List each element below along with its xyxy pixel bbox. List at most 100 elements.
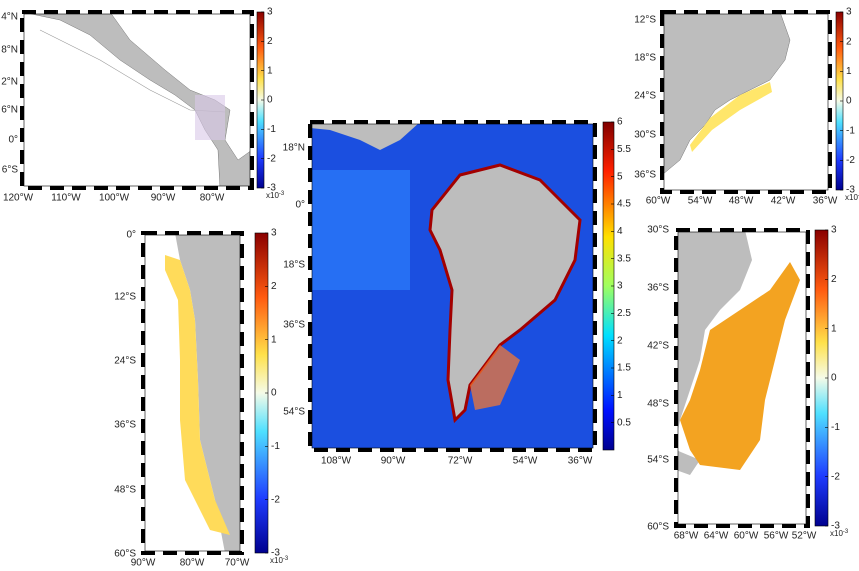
lat-label: 0°	[295, 200, 305, 211]
frame-dashed	[674, 228, 810, 528]
frame-dashed	[308, 120, 597, 452]
lat-label: 48°S	[114, 485, 136, 496]
colorbar-tick-label: 2	[267, 36, 273, 47]
lat-label: 36°S	[283, 320, 305, 331]
lat-label: 0°	[8, 135, 18, 146]
lon-label: 90°W	[151, 193, 176, 204]
colorbar-tick-label: 2.5	[617, 308, 631, 319]
land	[310, 122, 420, 150]
lon-label: 110°W	[51, 193, 81, 204]
frame-dashed	[20, 10, 254, 190]
colorbar-tick-label: 1	[831, 323, 837, 334]
colorbar-tick-label: 0	[831, 373, 837, 384]
frame-dashed	[141, 231, 244, 555]
lat-label: 12°S	[634, 15, 656, 26]
lat-label: 18°S	[634, 53, 656, 64]
lon-label: 68°W	[674, 531, 699, 542]
exponent-power: -3	[283, 556, 289, 562]
colorbar-tick-label: 2	[271, 281, 277, 292]
colorbar-tick-label: 2	[617, 335, 623, 346]
colorbar-tick-label: -2	[846, 155, 855, 166]
land	[676, 230, 752, 475]
lat-label: 24°S	[114, 356, 136, 367]
lon-label: 52°W	[792, 531, 817, 542]
lon-label: 36°W	[568, 456, 593, 467]
exponent-base: x10	[830, 529, 843, 538]
frame-inner	[663, 13, 829, 191]
lon-label: 36°W	[813, 196, 838, 207]
exponent-base: x10	[266, 191, 279, 200]
lon-label: 90°W	[131, 558, 156, 569]
lon-label: 64°W	[704, 531, 729, 542]
colorbar-tick-label: -2	[831, 471, 840, 482]
frame-inner	[677, 231, 807, 525]
lon-label: 108°W	[321, 456, 352, 467]
colorbar-tick-label: -3	[831, 521, 840, 532]
colorbar-tick-label: 5	[617, 171, 623, 182]
colorbar-tick-label: -2	[271, 494, 280, 505]
lat-label: 30°S	[647, 225, 669, 236]
colorbar-tick-label: 3	[267, 7, 273, 18]
colorbar-tick-label: 3	[271, 228, 277, 239]
exponent-power: -3	[843, 529, 849, 535]
lat-label: 18°S	[283, 260, 305, 271]
lat-label: 8°N	[1, 45, 18, 56]
data-area	[680, 262, 800, 470]
land	[661, 11, 791, 176]
lat-label: 30°S	[634, 130, 656, 141]
lon-label: 70°W	[225, 558, 250, 569]
frame-inner	[144, 234, 241, 552]
lon-label: 42°W	[771, 196, 796, 207]
lat-label: 48°S	[647, 399, 669, 410]
colorbar-tick-label: -3	[267, 183, 276, 194]
lat-label: 12°S	[114, 292, 136, 303]
colorbar-tick-label: 0	[271, 388, 277, 399]
lat-label: 18°N	[283, 143, 305, 154]
colorbar-tick-label: -1	[267, 124, 276, 135]
colorbar-exponent: x10-3	[830, 529, 849, 539]
colorbar-tick-label: 4.5	[617, 199, 631, 210]
colorbar-exponent: x10-3	[266, 191, 285, 201]
colorbar-tick-label: 2	[846, 36, 852, 47]
colorbar-tick-label: -3	[846, 185, 855, 196]
colorbar-tick-label: 6	[617, 117, 623, 128]
lon-label: 72°W	[448, 456, 473, 467]
lat-label: 60°S	[114, 549, 136, 560]
colorbar-tick-label: -2	[267, 153, 276, 164]
lon-label: 80°W	[180, 558, 205, 569]
lat-label: 24°S	[634, 91, 656, 102]
exponent-base: x10	[270, 556, 283, 565]
lat-label: 60°S	[647, 522, 669, 533]
colorbar-tick-label: 0.5	[617, 417, 631, 428]
exponent-power: -3	[858, 193, 859, 199]
colorbar-tick-label: 1.5	[617, 363, 631, 374]
colorbar-tick-label: 4	[617, 226, 623, 237]
colorbar-exponent: x10-3	[270, 556, 289, 566]
lat-label: 6°S	[2, 165, 19, 176]
lon-label: 54°W	[688, 196, 713, 207]
land	[175, 233, 242, 553]
colorbar-tick-label: 2	[831, 274, 837, 285]
lat-label: 36°S	[634, 170, 656, 181]
exponent-base: x10	[845, 193, 858, 202]
lon-label: 56°W	[764, 531, 789, 542]
frame-inner	[23, 13, 251, 187]
colorbar-tick-label: 0	[846, 96, 852, 107]
lon-label: 120°W	[3, 193, 34, 204]
colorbar-tick-label: 1	[846, 66, 852, 77]
lat-label: 42°S	[647, 341, 669, 352]
lon-label: 90°W	[381, 456, 406, 467]
ocean-band	[310, 170, 410, 290]
lat-label: 36°S	[647, 283, 669, 294]
frame-inner	[311, 123, 594, 449]
exponent-power: -3	[279, 191, 285, 197]
lat-label: 54°S	[647, 455, 669, 466]
lon-label: 80°W	[200, 193, 225, 204]
colorbar-tick-label: 1	[617, 390, 623, 401]
lat-label: 0°	[126, 230, 136, 241]
colorbar-tick-label: -1	[846, 125, 855, 136]
data-area	[165, 255, 230, 535]
colorbar-tick-label: -1	[271, 441, 280, 452]
colorbar-tick-label: 1	[271, 334, 277, 345]
